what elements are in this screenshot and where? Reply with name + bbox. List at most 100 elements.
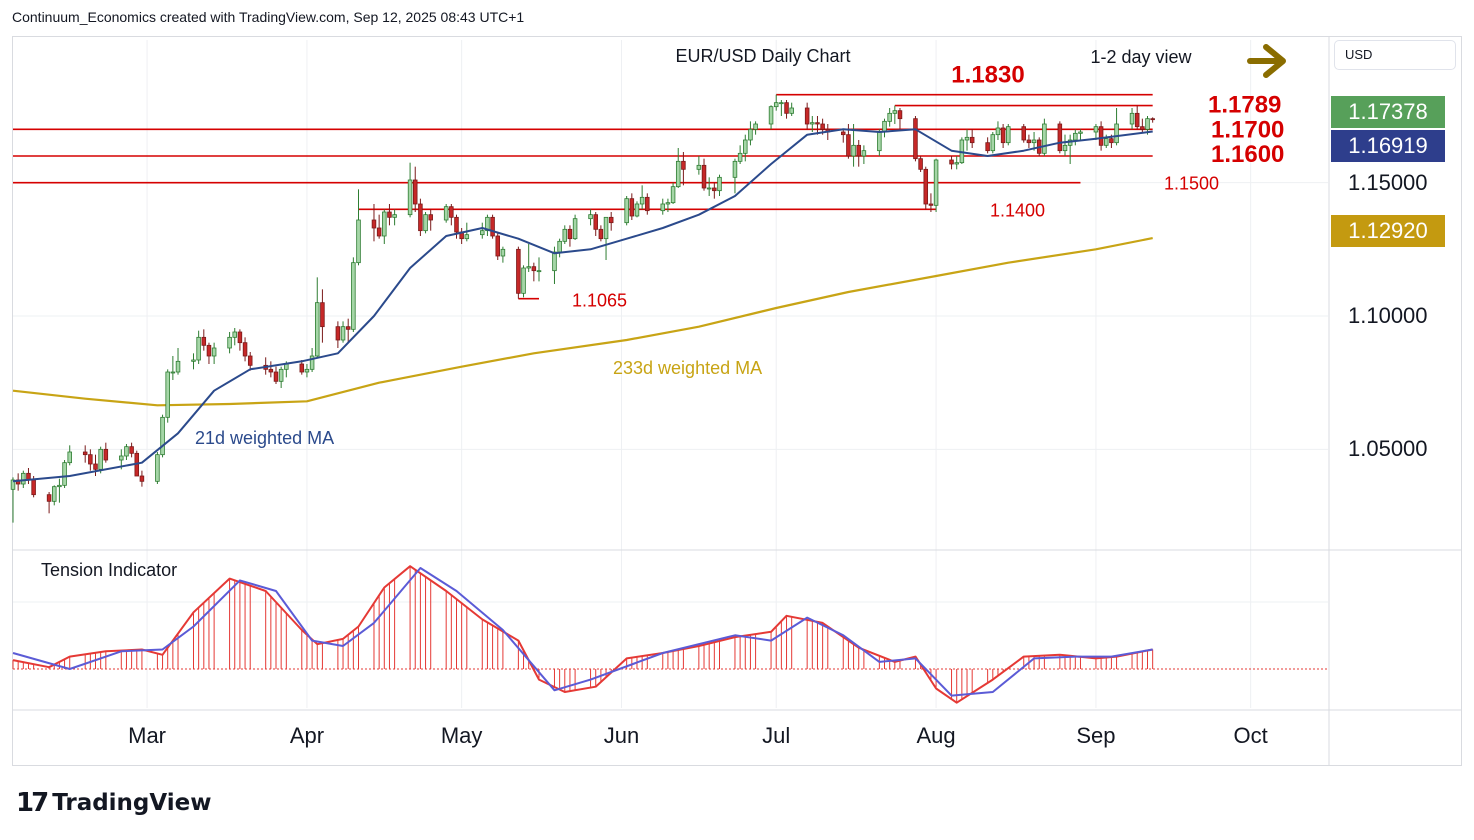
candle [923,166,929,210]
candle-body [593,214,598,230]
candle [387,204,392,226]
candle-body [753,123,758,130]
candle-body [675,160,681,188]
candle [753,121,758,135]
currency-button[interactable]: USD [1334,40,1456,70]
candle-body [536,270,542,273]
candle-body [810,122,815,125]
candle-body [232,331,238,338]
candle [645,193,650,215]
candle [964,129,970,151]
candle [877,129,882,156]
candle-body [1114,123,1119,144]
candle [1042,118,1047,156]
candle [165,369,170,423]
candle-body [949,159,954,165]
candle-body [990,134,996,152]
candle-body [717,176,722,192]
candle-body [1062,144,1068,152]
y-tick-label: 1.10000 [1348,303,1428,328]
candle-body [557,240,562,253]
candle-body [124,446,129,457]
candle-body [856,144,861,157]
candle-body [57,484,62,488]
candle-body [773,102,779,108]
candle [804,102,810,130]
candle [665,198,671,212]
candle-body [624,198,629,224]
candle [82,445,88,463]
candle-body [892,110,898,114]
candle [768,105,774,130]
candle [351,257,356,332]
ma21-annotation: 21d weighted MA [195,428,334,448]
candle-body [485,216,490,232]
candle [1140,118,1145,132]
candle-body [861,150,867,157]
candle [423,212,428,234]
candle [701,158,707,191]
candle [237,329,243,351]
candle [567,225,573,247]
x-tick-label: Mar [128,723,166,748]
x-tick-label: Aug [917,723,956,748]
candle-body [387,211,392,218]
candle-body [670,186,676,204]
candle-body [928,203,934,206]
candle-body [526,266,531,269]
tradingview-logo[interactable]: 17 TradingView [16,788,212,818]
candle-body [299,363,305,373]
candle-body [964,136,970,141]
candle [969,129,975,148]
candle-body [552,251,557,272]
candle [356,189,361,266]
candle [299,360,305,375]
candle-body [913,118,918,160]
candle-body [139,475,145,482]
candle [206,342,212,364]
candle-body [567,228,573,240]
candle-body [191,359,196,362]
candle-body [1109,138,1114,144]
candle [1073,129,1078,146]
candle-body [768,106,774,125]
candle-body [392,214,397,218]
candle [784,100,789,119]
candle [1062,134,1068,156]
candle [1129,108,1135,130]
candle [670,182,676,204]
candle [773,94,779,111]
tradingview-logo-text: TradingView [52,790,212,816]
level-label: 1.1600 [1211,141,1284,168]
candle [1006,124,1011,146]
level-label: 1.1065 [572,291,627,311]
candle-body [1073,132,1078,141]
candle [732,158,738,194]
candle-body [449,206,454,218]
candle [593,212,598,236]
candle-body [67,451,72,464]
candle-body [464,234,470,240]
candle [46,492,52,514]
candle [681,152,686,186]
candle [516,246,521,299]
candle-body [732,160,738,178]
candle [603,216,609,260]
candle-body [789,107,794,114]
candle-body [516,248,521,294]
x-tick-label: Jun [604,723,639,748]
candle-body [119,455,124,461]
level-label: 1.1700 [1211,116,1284,143]
candle [990,132,996,154]
candle-body [196,336,201,361]
candle [928,193,934,212]
candle-body [521,267,526,294]
candle [227,332,232,354]
candle-body [1006,126,1011,144]
candle [531,262,537,282]
candle [242,337,248,362]
candle [412,166,418,212]
candle-body [897,110,903,120]
candle [918,156,923,172]
